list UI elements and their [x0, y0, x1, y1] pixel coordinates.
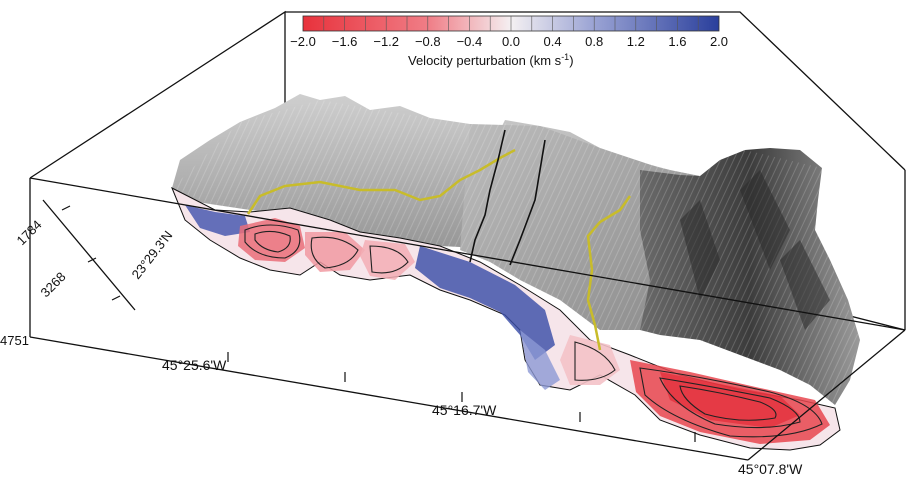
boundary-line-2 — [509, 139, 546, 266]
colorbar-tick-label: −0.4 — [457, 34, 483, 49]
anomaly-positive-right — [520, 330, 560, 390]
fault-trace-yellow-east — [586, 195, 632, 351]
colorbar-tick-label: −1.2 — [373, 34, 399, 49]
colorbar-dividers — [323, 16, 699, 31]
depth-label-1784: 1784 — [14, 217, 45, 248]
bounding-box-front — [29, 170, 906, 461]
longitude-label-west: 45°25.6'W — [162, 357, 227, 373]
colorbar: −2.0 −1.6 −1.2 −0.8 −0.4 0.0 0.4 0.8 1.2 1.6 2.0 V… — [290, 15, 728, 68]
anomaly-negative-3 — [360, 240, 415, 280]
longitude-axis: 45°25.6'W 45°16.7'W 45°07.8'W — [162, 352, 803, 477]
anomaly-negative-5-core — [660, 372, 800, 428]
anomaly-negative-2 — [305, 232, 365, 272]
fault-trace-yellow-west — [246, 148, 516, 215]
ridge-shadows — [680, 170, 830, 330]
colorbar-tick-label: 0.4 — [544, 34, 562, 49]
anomaly-positive-mid — [415, 246, 555, 360]
colorbar-ticks: −2.0 −1.6 −1.2 −0.8 −0.4 0.0 0.4 0.8 1.2 1.6 2.0 — [290, 34, 728, 49]
colorbar-title: Velocity perturbation (km s-1) — [408, 52, 574, 68]
anomaly-positive-left — [185, 205, 250, 236]
latitude-label: 23°29.3'N — [129, 228, 176, 282]
boundary-line-1 — [469, 129, 506, 263]
terrain-striation-overlay — [172, 100, 860, 405]
longitude-label-center: 45°16.7'W — [432, 402, 497, 418]
surface-lines — [246, 129, 632, 351]
colorbar-tick-label: 0.0 — [502, 34, 520, 49]
colorbar-tick-label: −0.8 — [415, 34, 441, 49]
velocity-slice — [171, 186, 841, 451]
colorbar-tick-label: 1.2 — [627, 34, 645, 49]
longitude-label-east: 45°07.8'W — [738, 461, 803, 477]
colorbar-tick-label: 0.8 — [585, 34, 603, 49]
colorbar-tick-label: −2.0 — [290, 34, 316, 49]
colorbar-tick-label: 2.0 — [710, 34, 728, 49]
seafloor-terrain — [172, 94, 860, 405]
contour-lines — [244, 224, 823, 438]
depth-axis: 1784 3268 4751 — [0, 199, 136, 348]
colorbar-tick-label: 1.6 — [668, 34, 686, 49]
colorbar-tick-label: −1.6 — [332, 34, 358, 49]
depth-label-3268: 3268 — [38, 269, 69, 300]
depth-label-4751: 4751 — [0, 333, 29, 348]
